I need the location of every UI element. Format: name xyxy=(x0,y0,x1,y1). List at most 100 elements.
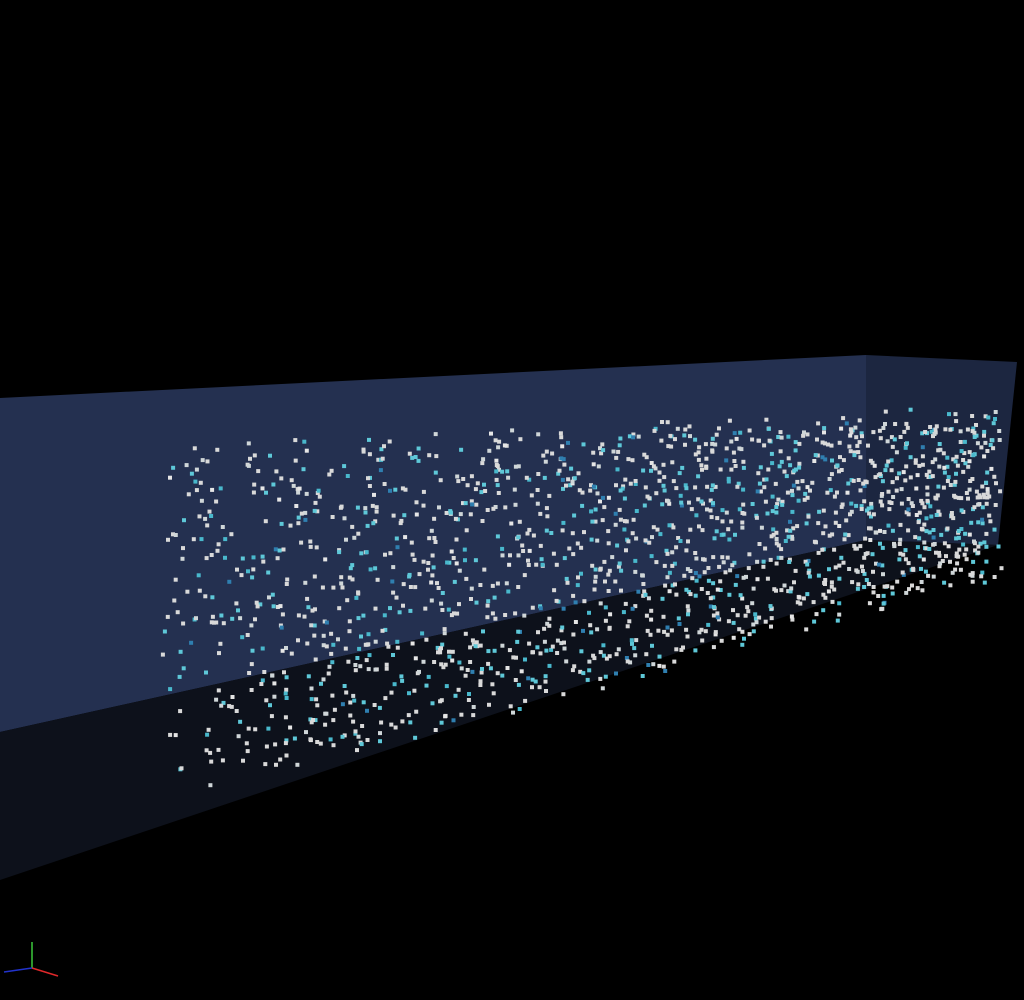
particle xyxy=(713,632,718,637)
particle xyxy=(955,463,960,468)
particle xyxy=(536,630,540,635)
particle xyxy=(744,574,748,579)
particle xyxy=(416,458,421,463)
particle xyxy=(451,556,456,560)
particle xyxy=(917,554,922,559)
particle xyxy=(683,483,688,488)
particle xyxy=(384,662,389,667)
particle xyxy=(426,674,431,679)
particle xyxy=(789,614,794,619)
particle xyxy=(731,620,736,625)
particle xyxy=(166,537,170,542)
particle xyxy=(740,596,745,601)
particle xyxy=(606,572,611,577)
particle xyxy=(506,589,511,594)
particle xyxy=(750,437,755,442)
particle xyxy=(564,576,569,581)
particle xyxy=(383,696,388,701)
particle xyxy=(171,532,175,537)
particle xyxy=(500,546,505,551)
particle xyxy=(431,565,436,570)
particle xyxy=(321,633,326,638)
particle xyxy=(372,492,376,497)
particle xyxy=(410,552,415,557)
particle xyxy=(942,580,947,585)
particle xyxy=(530,677,535,682)
particle xyxy=(181,546,185,551)
particle xyxy=(788,519,792,524)
particle xyxy=(289,651,294,656)
particle xyxy=(942,465,947,470)
particle xyxy=(862,585,867,589)
particle xyxy=(328,737,333,742)
particle xyxy=(662,488,667,493)
particle xyxy=(478,683,483,687)
particle xyxy=(898,551,903,556)
particle xyxy=(516,464,521,469)
particle xyxy=(959,449,964,454)
particle xyxy=(908,475,913,480)
particle xyxy=(579,545,584,550)
particle xyxy=(275,605,280,609)
particle xyxy=(631,435,636,440)
particle xyxy=(601,448,606,453)
particle xyxy=(469,474,474,479)
particle xyxy=(708,508,713,513)
particle xyxy=(897,542,902,546)
particle xyxy=(962,552,967,557)
particle xyxy=(391,565,396,570)
particle xyxy=(893,422,898,426)
particle xyxy=(630,458,635,463)
particle xyxy=(931,535,936,540)
particle xyxy=(260,554,265,559)
particle xyxy=(727,537,732,542)
particle xyxy=(945,479,950,483)
particle xyxy=(403,535,408,540)
particle xyxy=(407,572,412,577)
particle xyxy=(506,475,511,480)
particle xyxy=(186,492,191,497)
particle xyxy=(585,677,590,682)
particle xyxy=(355,505,360,510)
particle xyxy=(304,448,309,453)
particle xyxy=(617,561,622,566)
particle xyxy=(741,465,746,470)
particle xyxy=(478,643,483,648)
particle xyxy=(517,519,522,524)
particle xyxy=(316,488,321,493)
particle xyxy=(353,731,358,736)
particle xyxy=(697,630,702,635)
particle xyxy=(882,584,887,589)
particle xyxy=(234,601,239,606)
particle xyxy=(634,536,639,541)
particle xyxy=(699,587,704,591)
particle xyxy=(598,676,603,681)
particle xyxy=(223,537,228,542)
particle xyxy=(700,467,704,472)
particle xyxy=(847,444,852,449)
particle xyxy=(732,459,737,463)
particle xyxy=(591,450,596,455)
particle xyxy=(717,564,722,569)
particle xyxy=(668,433,673,438)
particle xyxy=(706,566,711,570)
particle xyxy=(312,508,317,513)
particle xyxy=(705,591,710,595)
particle xyxy=(308,717,313,722)
particle xyxy=(433,728,438,732)
particle xyxy=(573,620,578,624)
particle xyxy=(614,455,619,460)
particle xyxy=(247,671,252,675)
particle xyxy=(366,667,371,672)
particle xyxy=(350,577,355,582)
particle xyxy=(474,600,479,605)
particle xyxy=(946,544,951,549)
particle xyxy=(846,533,851,538)
particle xyxy=(547,616,552,621)
particle xyxy=(688,592,693,597)
particle xyxy=(353,663,358,667)
particle xyxy=(473,558,478,563)
particle xyxy=(778,430,783,435)
particle xyxy=(715,611,720,616)
